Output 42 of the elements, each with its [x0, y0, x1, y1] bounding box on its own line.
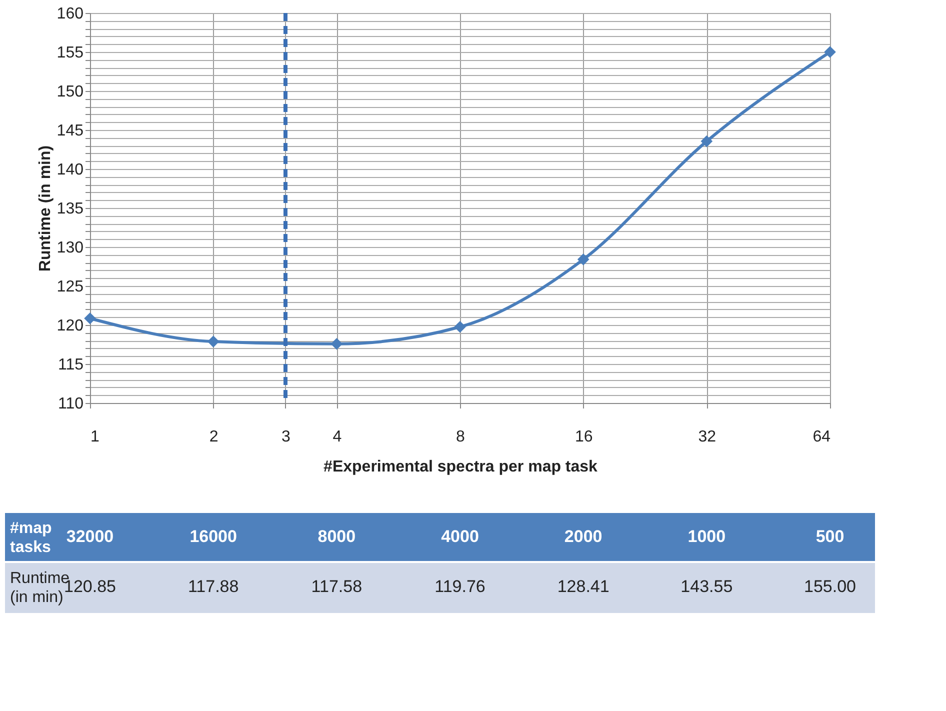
x-tick-label: 32: [698, 428, 716, 446]
text: 155.00: [804, 577, 856, 596]
y-tick-label: 120: [56, 318, 84, 334]
point: [454, 320, 466, 333]
text: 500: [816, 527, 844, 546]
x-tick-label: 8: [456, 428, 466, 446]
point: [700, 135, 713, 148]
text: #map tasks: [10, 520, 52, 556]
text: 117.88: [188, 577, 239, 596]
point: [577, 253, 590, 266]
y-tick-label: 110: [58, 396, 84, 412]
x-tick-label: 4: [332, 428, 342, 446]
point: [84, 312, 96, 324]
point: [207, 336, 220, 348]
text: 8000: [318, 527, 356, 546]
text: 128.41: [557, 577, 610, 596]
y-tick-label: 135: [56, 200, 84, 218]
point: [824, 46, 836, 58]
y-tick-label: 130: [56, 240, 84, 256]
text: 143.55: [680, 577, 733, 596]
x-tick-label: 1: [90, 428, 100, 446]
x-tick-label: 16: [574, 428, 593, 446]
x-tick-label: 2: [209, 428, 218, 446]
text: 117.58: [311, 577, 362, 596]
y-tick-label: 145: [56, 122, 84, 140]
x-tick-label: 3: [282, 428, 291, 446]
y-tick-label: 125: [56, 278, 84, 296]
y-tick-label: 155: [56, 44, 84, 62]
y-tick-label: 160: [56, 6, 84, 22]
x-axis-title: #Experimental spectra per map task: [324, 458, 598, 476]
y-tick-label: 140: [56, 162, 84, 178]
y-tick-label: 150: [56, 84, 84, 100]
text: 32000: [66, 527, 114, 546]
point: [330, 338, 343, 350]
x-tick-label: 64: [812, 428, 831, 446]
text: 1000: [688, 527, 726, 546]
text: 16000: [190, 527, 237, 546]
y-tick-label: 115: [58, 356, 84, 374]
text: 4000: [441, 527, 479, 546]
y-axis-title: Runtime (in min): [36, 145, 54, 272]
text: 2000: [564, 527, 602, 546]
text: 119.76: [434, 577, 486, 596]
